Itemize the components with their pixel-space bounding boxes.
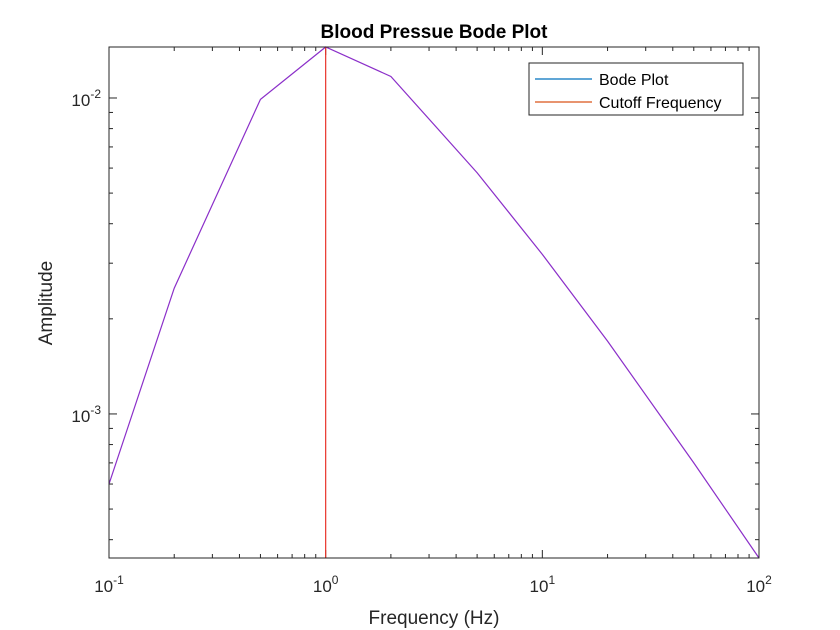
axes-box: [108, 46, 760, 559]
x-tick-label: 102: [746, 573, 772, 596]
x-tick-label: 10-1: [94, 573, 124, 596]
legend-box: [528, 62, 744, 116]
x-axis-label: Frequency (Hz): [369, 608, 500, 629]
legend-label-bode-plot: Bode Plot: [599, 72, 669, 89]
x-tick-label: 100: [313, 573, 339, 596]
series-layer: [108, 46, 760, 559]
y-tick-label: 10-2: [71, 87, 101, 110]
minor-ticks: [109, 47, 759, 558]
chart-title: Blood Pressue Bode Plot: [321, 22, 549, 43]
legend: Bode Plot Cutoff Frequency: [528, 62, 744, 116]
legend-label-cutoff-frequency: Cutoff Frequency: [599, 95, 721, 112]
y-tick-labels: 10-2 10-3: [71, 87, 101, 426]
series-line-bode-plot: [108, 46, 760, 559]
x-tick-label: 101: [530, 573, 556, 596]
x-tick-labels: 10-1 100 101 102: [94, 573, 772, 596]
y-tick-label: 10-3: [71, 403, 101, 426]
plot-area: [109, 47, 759, 558]
y-axis-label: Amplitude: [36, 261, 57, 346]
